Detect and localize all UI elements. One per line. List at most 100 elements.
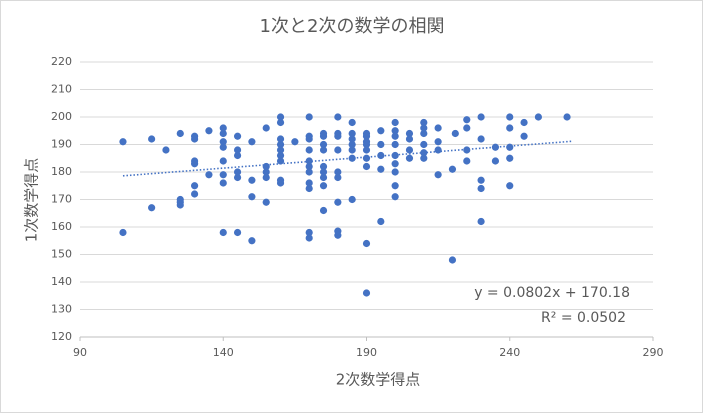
point — [391, 132, 399, 140]
point — [305, 146, 313, 154]
point — [377, 140, 385, 149]
point — [434, 124, 442, 132]
point — [119, 228, 127, 237]
point — [191, 135, 199, 143]
point — [219, 129, 227, 138]
point — [463, 146, 471, 154]
y-tick-label: 130 — [51, 303, 72, 316]
point — [506, 143, 514, 151]
point — [319, 146, 328, 154]
point — [362, 239, 371, 248]
point — [563, 113, 571, 121]
point — [305, 184, 313, 193]
point — [506, 154, 514, 162]
point — [219, 143, 227, 151]
trendline — [122, 140, 573, 177]
point — [219, 179, 227, 187]
point — [348, 118, 356, 127]
point — [463, 124, 471, 132]
point — [248, 176, 256, 184]
point — [305, 135, 313, 143]
point — [262, 168, 270, 176]
point — [319, 206, 328, 215]
point — [391, 168, 399, 176]
point — [248, 193, 256, 201]
y-tick-label: 190 — [51, 138, 72, 151]
x-tick-label: 90 — [73, 346, 87, 359]
trendline-r2: R² = 0.0502 — [541, 310, 626, 326]
point — [305, 228, 313, 237]
point — [334, 146, 342, 154]
y-tick-label: 120 — [51, 330, 72, 343]
point — [334, 173, 342, 182]
point — [233, 132, 242, 140]
point — [348, 129, 356, 138]
point — [233, 173, 242, 182]
point — [262, 173, 270, 182]
point — [319, 140, 328, 149]
point — [148, 204, 156, 212]
point — [434, 146, 442, 154]
point — [434, 171, 442, 179]
point — [520, 118, 528, 127]
point — [334, 168, 342, 176]
point — [377, 217, 385, 226]
x-tick-label: 240 — [499, 346, 520, 359]
point — [319, 162, 328, 171]
point — [262, 198, 270, 206]
point — [405, 154, 414, 162]
point — [491, 157, 500, 165]
point — [477, 135, 485, 143]
x-axis-title: 2次数学得点 — [336, 371, 421, 389]
y-tick-label: 220 — [51, 55, 72, 68]
point — [205, 171, 213, 179]
point — [276, 146, 285, 154]
point — [276, 135, 285, 143]
point — [176, 129, 184, 138]
point — [205, 127, 213, 135]
point — [362, 146, 371, 154]
point — [305, 113, 313, 121]
point — [391, 127, 399, 135]
point — [248, 138, 256, 146]
y-tick-label: 210 — [51, 83, 72, 96]
y-tick-label: 200 — [51, 110, 72, 123]
point — [362, 162, 371, 171]
point — [491, 143, 500, 151]
x-tick-label: 290 — [643, 346, 664, 359]
point — [219, 138, 227, 146]
point — [362, 154, 371, 162]
point — [233, 151, 242, 160]
y-tick-label: 170 — [51, 193, 72, 206]
y-axis-title: 1次数学得点 — [23, 158, 41, 243]
point — [391, 160, 399, 168]
point — [463, 116, 471, 124]
point — [305, 179, 313, 187]
point — [233, 168, 242, 176]
point — [391, 182, 399, 190]
y-tick-label: 180 — [51, 165, 72, 178]
point — [377, 165, 385, 173]
x-tick-label: 190 — [356, 346, 377, 359]
point — [191, 182, 199, 190]
point — [463, 157, 471, 165]
point — [176, 198, 184, 206]
point — [233, 228, 242, 237]
point — [420, 124, 428, 132]
chart-title: 1次と2次の数学の相関 — [260, 16, 445, 37]
point — [348, 154, 356, 162]
point — [233, 146, 242, 154]
point — [362, 132, 371, 140]
point — [319, 132, 328, 140]
point — [219, 124, 227, 132]
point — [276, 151, 285, 160]
point — [377, 151, 385, 160]
point — [305, 168, 313, 176]
point — [391, 140, 399, 149]
point — [506, 113, 514, 121]
point — [477, 176, 485, 184]
point — [420, 140, 428, 149]
point — [405, 146, 414, 154]
point — [219, 157, 227, 165]
